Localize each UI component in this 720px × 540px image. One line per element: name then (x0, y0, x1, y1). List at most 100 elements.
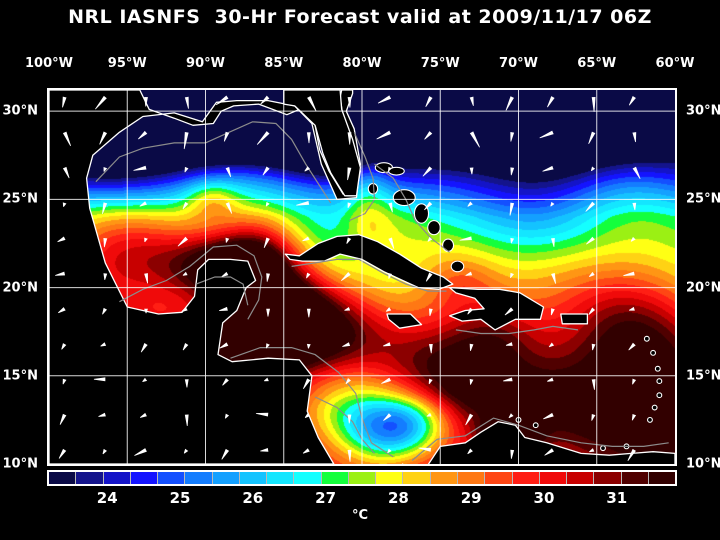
landmass-bahamas-6 (450, 260, 465, 273)
wind-vector-144 (591, 414, 596, 421)
wind-vector-154 (627, 448, 636, 462)
wind-vector-105 (427, 236, 433, 242)
wind-vector-96 (388, 166, 392, 172)
wind-vector-21 (95, 95, 107, 110)
wind-vector-37 (181, 307, 188, 312)
wind-vector-148 (588, 271, 595, 277)
wind-vector-80 (342, 342, 351, 347)
landmass-lesser-antilles-2 (654, 365, 661, 372)
wind-vector-2 (62, 378, 67, 385)
lat-tick-10-right: 10°N (686, 456, 720, 472)
colorbar-cell-14 (430, 472, 458, 484)
colorbar-cell-5 (185, 472, 213, 484)
colorbar-cell-2 (103, 472, 131, 484)
wind-vector-50 (225, 237, 230, 243)
bathymetry-contour-yucatan-shelf (195, 276, 249, 306)
wind-vector-128 (509, 202, 515, 216)
lon-tick--100: 100°W (25, 56, 73, 71)
wind-vector-45 (224, 413, 230, 419)
map-plot-area: T100 (47, 88, 677, 466)
colorbar-cell-18 (539, 472, 568, 484)
wind-vector-117 (467, 201, 473, 207)
wind-vector-17 (103, 237, 108, 248)
wind-vector-159 (623, 271, 635, 276)
colorbar-cell-12 (376, 472, 404, 484)
colorbar-tick-27: 27 (315, 489, 337, 507)
colorbar-cell-8 (267, 472, 295, 484)
wind-vector-137 (551, 272, 557, 284)
wind-vector-118 (469, 167, 474, 175)
wind-vector-160 (630, 236, 636, 242)
wind-vector-22 (134, 448, 147, 456)
wind-vector-161 (632, 202, 637, 211)
wind-vector-66 (302, 448, 310, 454)
landmass-south-america (402, 421, 675, 464)
wind-vector-126 (510, 272, 515, 279)
bathymetry-contour-west-caribbean (230, 347, 394, 458)
wind-vector-101 (428, 378, 433, 385)
wind-vector-87 (347, 96, 352, 108)
wind-vector-130 (510, 132, 515, 142)
wind-vector-51 (225, 202, 233, 214)
wind-vector-115 (465, 271, 473, 276)
wind-vector-10 (62, 96, 67, 108)
wind-vector-67 (304, 413, 311, 418)
colorbar-cell-7 (239, 472, 268, 484)
wind-vector-164 (628, 96, 636, 106)
wind-vector-155 (631, 413, 637, 421)
wind-vector-143 (589, 448, 595, 453)
wind-vector-129 (510, 167, 515, 176)
wind-vector-86 (347, 132, 352, 145)
wind-vector-42 (183, 132, 189, 150)
wind-vector-46 (222, 378, 229, 386)
wind-vector-85 (347, 167, 352, 181)
wind-vector-74 (304, 166, 311, 172)
wind-vector-60 (266, 273, 270, 282)
wind-vector-41 (184, 166, 189, 173)
wind-vector-146 (591, 343, 596, 351)
bathymetry-contour-gulf-shelf (95, 121, 332, 204)
colorbar-tick-28: 28 (387, 489, 409, 507)
colorbar-cell-13 (403, 472, 431, 484)
wind-vector-108 (424, 131, 433, 140)
wind-vector-102 (428, 343, 433, 354)
wind-vector-82 (340, 272, 351, 281)
lon-tick--60: 60°W (655, 56, 695, 71)
wind-vector-33 (183, 448, 189, 454)
wind-vector-152 (588, 131, 596, 144)
wind-vector-151 (590, 166, 596, 172)
wind-vector-89 (383, 413, 392, 421)
landmass-bahamas-5 (442, 238, 455, 252)
colorbar-tick-24: 24 (96, 489, 118, 507)
wind-vector-13 (93, 377, 106, 382)
wind-vector-16 (103, 273, 108, 280)
wind-vector-138 (551, 237, 555, 247)
wind-vector-134 (547, 377, 554, 382)
wind-vector-36 (182, 343, 189, 351)
wind-vector-39 (177, 236, 189, 247)
wind-vector-157 (628, 342, 636, 351)
wind-vector-136 (550, 308, 555, 316)
lon-tick--90: 90°W (186, 56, 225, 71)
wind-vector-31 (137, 130, 148, 140)
colorbar-tick-31: 31 (606, 489, 628, 507)
wind-vector-163 (632, 132, 637, 143)
wind-vector-38 (182, 271, 188, 276)
wind-vector-73 (296, 201, 310, 206)
colorbar-cell-3 (130, 472, 159, 484)
colorbar-unit-label: °C (351, 508, 369, 523)
colorbar-cell-22 (648, 472, 676, 484)
wind-vector-14 (100, 342, 107, 347)
wind-vector-158 (628, 306, 635, 311)
wind-vector-110 (467, 448, 473, 455)
wind-vector-111 (465, 413, 474, 426)
lat-tick-10-left: 10°N (2, 456, 38, 472)
wind-vector-68 (303, 378, 311, 389)
wind-vector-56 (255, 412, 269, 417)
wind-vector-62 (265, 201, 270, 207)
colorbar (47, 470, 677, 486)
colorbar-cell-1 (76, 472, 104, 484)
wind-vector-54 (215, 95, 229, 106)
colorbar-tick-29: 29 (460, 489, 482, 507)
